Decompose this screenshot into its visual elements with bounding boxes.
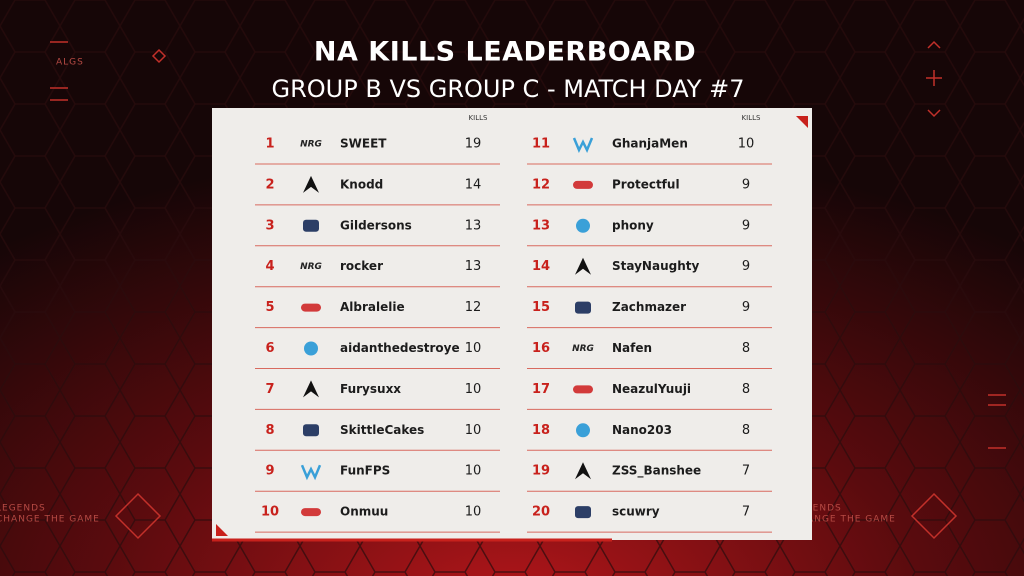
rank: 17 [532,382,550,397]
panel [212,108,812,540]
player-name: NeazulYuuji [612,382,691,396]
team-logo [303,219,319,232]
rank: 19 [532,464,550,479]
tagline: CHANGE THE GAME [792,515,896,525]
kills-header: KILLS [742,114,761,122]
rank: 9 [265,464,274,479]
kills: 10 [465,341,482,356]
rank: 13 [532,218,550,233]
kills: 13 [465,218,482,233]
tagline: CHANGE THE GAME [0,515,100,525]
player-name: Nafen [612,341,652,355]
player-name: Zachmazer [612,300,686,314]
kills: 13 [465,259,482,274]
rank: 18 [532,423,550,438]
rank: 1 [265,137,274,152]
team-logo-text: NRG [300,140,322,150]
decor-lines [50,40,1006,540]
kills: 7 [742,505,750,520]
team-logo [576,218,590,233]
rank: 6 [265,341,274,356]
player-name: Protectful [612,177,680,191]
team-logo [301,508,321,517]
rank: 8 [265,423,274,438]
kills: 10 [465,505,482,520]
player-name: Onmuu [340,505,388,519]
kills: 9 [742,218,750,233]
rank: 11 [532,137,550,152]
kills: 8 [742,382,750,397]
player-name: Furysuxx [340,382,401,396]
tagline: LEGENDS [0,504,46,514]
player-name: rocker [340,259,383,273]
team-logo-text: NRG [300,262,322,272]
kills: 9 [742,300,750,315]
player-name: StayNaughty [612,259,699,273]
player-name: SWEET [340,137,387,151]
kills: 9 [742,177,750,192]
rank: 12 [532,177,550,192]
player-name: phony [612,218,654,232]
tagline: LEGENDS [792,504,842,514]
brand-label: ALGS [56,58,84,68]
kills-header: KILLS [469,114,488,122]
player-name: scuwry [612,505,660,519]
rank: 20 [532,505,550,520]
team-logo [573,385,593,394]
player-name: GhanjaMen [612,137,688,151]
subtitle: GROUP B VS GROUP C - MATCH DAY #7 [272,75,745,103]
kills: 12 [465,300,482,315]
team-logo [301,303,321,312]
team-logo [304,341,318,356]
team-logo [303,424,319,437]
team-logo-text: NRG [572,344,594,354]
player-name: FunFPS [340,464,390,478]
team-logo [575,462,591,480]
rank: 16 [532,341,550,356]
team-logo [573,180,593,189]
team-logo [576,423,590,438]
kills: 9 [742,259,750,274]
rank: 4 [265,259,274,274]
team-logo [572,137,594,154]
rank: 2 [265,177,274,192]
player-name: SkittleCakes [340,423,424,437]
rank: 15 [532,300,550,315]
rank: 3 [265,218,274,233]
team-logo [575,301,591,314]
corner-accent [796,116,808,128]
kills: 8 [742,341,750,356]
team-logo [575,257,591,275]
team-logo [303,175,319,193]
rank: 10 [261,505,279,520]
player-name: Knodd [340,177,383,191]
corner-accent [216,524,228,536]
team-logo [303,380,319,398]
kills: 10 [738,137,755,152]
player-name: Nano203 [612,423,672,437]
team-logo [575,506,591,519]
rank: 5 [265,300,274,315]
kills: 19 [465,137,482,152]
kills: 14 [465,177,482,192]
kills: 10 [465,423,482,438]
kills: 10 [465,464,482,479]
rank: 7 [265,382,274,397]
rank: 14 [532,259,550,274]
kills: 10 [465,382,482,397]
player-name: Gildersons [340,218,412,232]
player-name: ZSS_Banshee [612,464,701,479]
kills: 8 [742,423,750,438]
player-name: aidanthedestroye [340,341,460,355]
team-logo [300,464,322,481]
title: NA KILLS LEADERBOARD [314,37,696,68]
kills: 7 [742,464,750,479]
player-name: Albralelie [340,300,405,314]
